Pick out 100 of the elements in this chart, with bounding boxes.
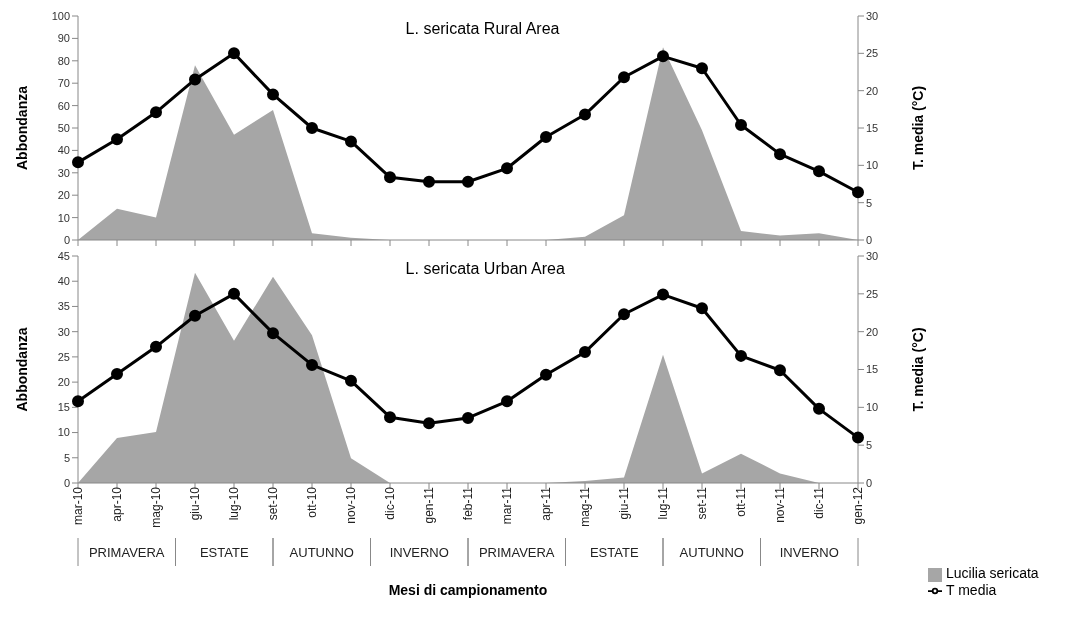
y2-tick-label: 25 (866, 47, 879, 60)
point (579, 108, 591, 121)
point (384, 411, 396, 424)
text: PRIMAVERA (478, 545, 555, 560)
y-tick-label: 45 (57, 249, 70, 262)
y2-tick-label: 30 (866, 9, 879, 22)
point (72, 395, 84, 408)
point (345, 374, 357, 387)
y-tick-label: 25 (57, 350, 70, 363)
point (150, 340, 162, 353)
text: AUTUNNO (289, 545, 354, 560)
point (501, 395, 513, 408)
text: ESTATE (199, 545, 249, 560)
x-tick-label: giu-11 (616, 486, 631, 520)
y-tick-label: 80 (57, 54, 70, 67)
x-tick-label: lug-10 (226, 486, 241, 521)
y-tick-label: 20 (57, 189, 70, 202)
point (267, 327, 279, 340)
x-tick-label: set-11 (694, 486, 709, 520)
y2-tick-label: 30 (866, 249, 879, 262)
point (618, 71, 630, 84)
legend-label: T media (946, 581, 997, 598)
y-tick-label: 40 (57, 144, 70, 157)
point (345, 135, 357, 148)
x-tick-label: feb-11 (460, 486, 475, 521)
text: AUTUNNO (679, 545, 744, 560)
point (501, 162, 513, 175)
point (306, 358, 318, 371)
x-tick-label: dic-11 (811, 486, 826, 519)
point (735, 349, 747, 362)
point (189, 73, 201, 86)
x-tick-label: gen-12 (850, 486, 865, 525)
y-tick-label: 5 (63, 451, 70, 464)
y2-axis-title: T. media (°C) (909, 327, 926, 412)
x-tick-label: ott-11 (733, 486, 748, 517)
point (540, 368, 552, 381)
point (657, 288, 669, 301)
x-tick-label: mar-11 (499, 486, 514, 525)
text: INVERNO (389, 545, 449, 560)
point (150, 106, 162, 119)
point (267, 88, 279, 101)
point (189, 309, 201, 322)
y-tick-label: 0 (63, 476, 70, 489)
x-tick-label: lug-11 (655, 486, 670, 520)
y-tick-label: 10 (57, 426, 70, 439)
x-tick-label: ott-10 (304, 486, 319, 518)
y2-tick-label: 15 (866, 363, 879, 376)
point (540, 130, 552, 143)
x-tick-label: set-10 (265, 486, 280, 521)
x-tick-label: dic-10 (382, 486, 397, 520)
x-tick-label: mag-10 (148, 486, 163, 528)
point (462, 175, 474, 188)
y2-tick-label: 5 (866, 439, 873, 452)
y-tick-label: 0 (63, 233, 70, 246)
point (696, 62, 708, 75)
legend-label: Lucilia sericata (946, 565, 1039, 582)
y-tick-label: 50 (57, 121, 70, 134)
point (852, 431, 864, 444)
point (618, 308, 630, 321)
point (423, 175, 435, 188)
point (111, 368, 123, 381)
y-tick-label: 70 (57, 77, 70, 90)
point (306, 122, 318, 134)
y-tick-label: 100 (51, 9, 70, 22)
y2-tick-label: 10 (866, 401, 879, 414)
text: ESTATE (589, 545, 639, 560)
text: INVERNO (779, 545, 839, 560)
point (111, 133, 123, 146)
y-axis-title: Abbondanza (13, 85, 30, 170)
y2-tick-label: 20 (866, 84, 879, 97)
y-tick-label: 60 (57, 99, 70, 112)
point (384, 171, 396, 184)
y2-tick-label: 10 (866, 159, 879, 172)
y-tick-label: 10 (57, 211, 70, 224)
y2-tick-label: 20 (866, 325, 879, 338)
y-tick-label: 30 (57, 166, 70, 179)
y2-tick-label: 15 (866, 121, 879, 134)
point (774, 364, 786, 377)
y-tick-label: 20 (57, 376, 70, 389)
x-tick-label: giu-10 (187, 486, 202, 521)
point (462, 411, 474, 424)
point (72, 156, 84, 169)
point (696, 302, 708, 315)
y-axis-title: Abbondanza (13, 327, 30, 412)
x-axis-title: Mesi di campionamento (387, 582, 549, 598)
y2-axis-title: T. media (°C) (909, 85, 926, 171)
chart-title: L. sericata Rural Area (405, 20, 560, 38)
x-tick-label: apr-11 (538, 486, 553, 521)
y-tick-label: 15 (57, 401, 70, 414)
x-tick-label: nov-11 (772, 486, 787, 523)
point (423, 417, 435, 430)
chart-title: L. sericata Urban Area (405, 260, 565, 278)
text: PRIMAVERA (88, 545, 165, 560)
y-tick-label: 35 (57, 300, 70, 313)
point (735, 119, 747, 132)
point (579, 346, 591, 359)
point (228, 47, 240, 60)
y2-tick-label: 0 (866, 476, 873, 489)
point (657, 50, 669, 63)
x-tick-label: apr-10 (109, 486, 124, 522)
